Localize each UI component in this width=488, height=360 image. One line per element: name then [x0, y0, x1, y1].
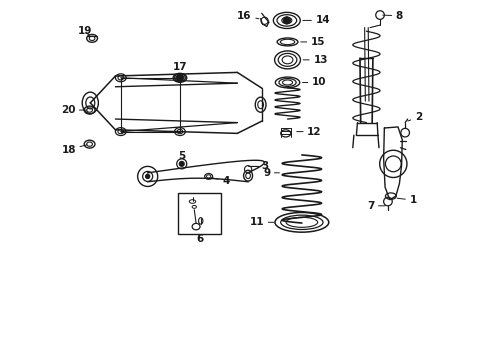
Text: 1: 1 [396, 195, 416, 205]
Text: 18: 18 [61, 144, 87, 154]
Text: 9: 9 [263, 168, 279, 178]
Text: 20: 20 [61, 105, 87, 115]
Text: 15: 15 [300, 37, 325, 47]
Text: 13: 13 [303, 55, 327, 65]
Bar [178, 193, 221, 234]
Text: 4: 4 [211, 176, 229, 186]
Text: 11: 11 [249, 217, 273, 227]
Text: 12: 12 [296, 127, 321, 136]
Text: 3: 3 [250, 161, 268, 171]
Circle shape [283, 17, 290, 24]
Text: 5: 5 [178, 150, 185, 164]
Text: 16: 16 [237, 11, 259, 21]
Text: 17: 17 [172, 62, 187, 78]
Text: 10: 10 [302, 77, 326, 87]
Text: 14: 14 [302, 15, 329, 26]
Text: 19: 19 [78, 26, 92, 36]
Text: 7: 7 [366, 201, 385, 211]
Text: 8: 8 [382, 11, 402, 21]
Circle shape [179, 161, 184, 166]
Text: 2: 2 [407, 112, 421, 122]
Text: 6: 6 [196, 234, 203, 244]
Circle shape [177, 75, 183, 81]
Circle shape [145, 174, 149, 179]
